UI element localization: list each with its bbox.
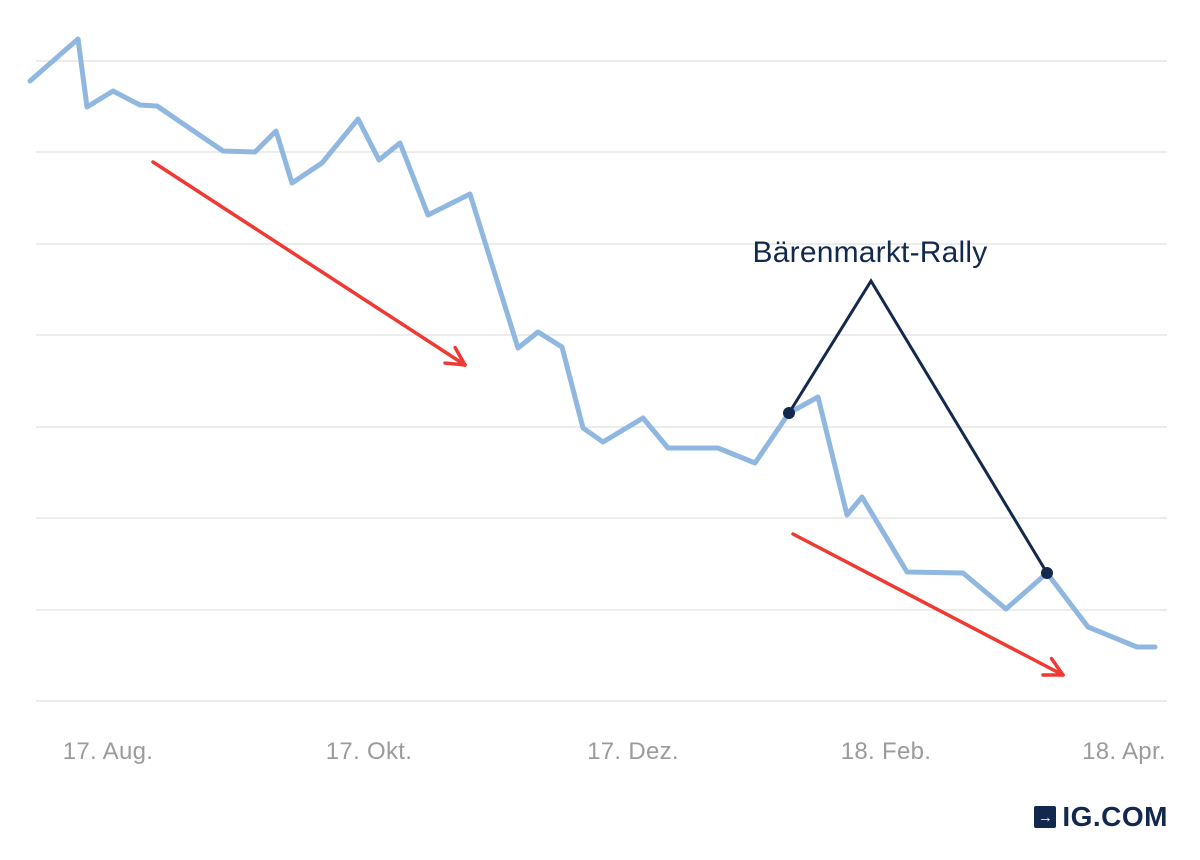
price-line bbox=[27, 36, 1158, 650]
x-axis-label: 17. Aug. bbox=[62, 738, 154, 765]
trend-arrow-shaft bbox=[151, 160, 467, 367]
trend-arrowhead bbox=[1049, 656, 1065, 677]
trend-arrowhead bbox=[443, 361, 467, 367]
annotation-dot bbox=[783, 407, 795, 419]
x-axis-label: 17. Dez. bbox=[587, 738, 679, 765]
logo-arrow-icon: → bbox=[1034, 806, 1057, 828]
trend-arrowhead bbox=[453, 345, 467, 367]
annotation-pointer-line bbox=[787, 278, 1049, 574]
logo-text: IG.COM bbox=[1062, 801, 1168, 832]
x-axis-label: 18. Apr. bbox=[1082, 738, 1166, 765]
brand-logo: → IG.COM bbox=[1034, 801, 1168, 832]
annotation-label: Bärenmarkt-Rally bbox=[752, 236, 988, 269]
trend-arrow-shaft bbox=[791, 532, 1065, 677]
x-axis: 17. Aug. 17. Okt. 17. Dez. 18. Feb. 18. Apr. bbox=[0, 738, 1200, 772]
annotation-dot bbox=[1041, 567, 1053, 579]
x-axis-label: 17. Okt. bbox=[325, 738, 413, 765]
x-axis-label: 18. Feb. bbox=[840, 738, 932, 765]
